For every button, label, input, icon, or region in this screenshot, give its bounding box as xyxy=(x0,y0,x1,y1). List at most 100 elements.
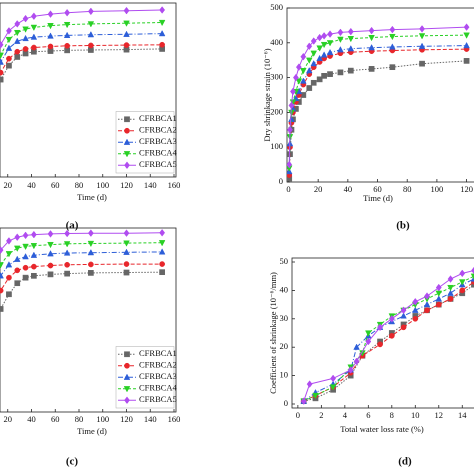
legend-label: CFRBCA3 xyxy=(139,136,177,146)
x-tick-label: 6 xyxy=(366,410,370,420)
panel-label: (d) xyxy=(398,456,412,468)
marker xyxy=(123,269,130,276)
marker xyxy=(287,167,293,175)
x-tick-label: 100 xyxy=(96,180,109,190)
marker xyxy=(389,33,396,41)
marker xyxy=(316,54,323,62)
x-tick-label: 14 xyxy=(458,410,467,420)
legend-label: CFRBCA1 xyxy=(139,113,177,123)
x-tick-label: 40 xyxy=(344,184,353,194)
marker xyxy=(30,243,38,250)
legend-label: CFRBCA2 xyxy=(139,360,177,370)
marker xyxy=(316,76,323,83)
x-tick-label: 120 xyxy=(120,414,133,424)
x-tick-label: 0 xyxy=(296,410,300,420)
marker xyxy=(435,295,443,302)
marker xyxy=(347,36,355,43)
marker xyxy=(22,253,29,260)
marker xyxy=(337,69,344,76)
series-line xyxy=(288,34,467,169)
marker xyxy=(424,307,430,314)
x-tick-label: 60 xyxy=(373,184,382,194)
marker xyxy=(353,343,360,350)
marker xyxy=(22,274,29,281)
marker xyxy=(306,85,313,91)
marker xyxy=(31,263,37,270)
marker xyxy=(47,23,54,30)
panel-label: (a) xyxy=(66,220,79,232)
marker xyxy=(5,36,13,44)
marker xyxy=(337,46,344,53)
legend-marker xyxy=(124,396,130,405)
marker xyxy=(290,87,296,96)
x-tick-label: 40 xyxy=(27,414,36,424)
marker xyxy=(6,237,12,245)
panel: 0 2 4 6 8 10 12 14 0 10 20 30 40 50 Total water loss r… xyxy=(268,256,474,468)
marker xyxy=(158,248,166,255)
marker xyxy=(123,248,130,255)
marker xyxy=(377,323,383,332)
y-axis-label: Coefficient of shrinkage (10⁻⁶/mm) xyxy=(268,272,278,394)
marker xyxy=(470,273,474,280)
marker xyxy=(0,246,4,254)
marker xyxy=(287,126,293,134)
legend-marker xyxy=(124,351,130,358)
marker xyxy=(47,241,54,249)
plot-frame xyxy=(286,7,474,183)
x-axis-label: Time (d) xyxy=(77,192,107,202)
marker xyxy=(63,241,71,248)
marker xyxy=(412,297,419,306)
x-tick-label: 12 xyxy=(435,410,444,420)
marker xyxy=(412,306,419,313)
marker xyxy=(305,57,313,64)
legend-label: CFRBCA5 xyxy=(139,394,177,404)
marker xyxy=(13,245,21,252)
marker xyxy=(463,32,470,39)
marker xyxy=(0,40,4,49)
legend-label: CFRBCA1 xyxy=(139,348,177,358)
x-tick-label: 40 xyxy=(27,180,36,190)
marker xyxy=(158,19,166,27)
marker xyxy=(6,291,12,298)
series-line xyxy=(303,270,474,402)
y-tick-label: 50 xyxy=(280,256,289,266)
marker xyxy=(419,25,425,33)
y-tick-label: 10 xyxy=(280,370,289,380)
legend-marker xyxy=(124,362,130,369)
panel: 0 20 40 60 80 100 120 0 100 200 300 400 500 Time (d) D… xyxy=(262,2,474,232)
legend-marker xyxy=(123,138,131,145)
marker xyxy=(63,249,71,256)
marker xyxy=(423,300,431,308)
x-tick-label: 20 xyxy=(314,184,323,194)
marker xyxy=(64,42,70,49)
marker xyxy=(389,64,396,71)
marker xyxy=(316,33,323,42)
marker xyxy=(310,50,317,57)
marker xyxy=(316,45,323,52)
marker xyxy=(368,44,375,51)
marker xyxy=(400,306,407,315)
marker xyxy=(22,243,29,251)
marker xyxy=(63,21,71,29)
marker xyxy=(368,34,375,42)
marker xyxy=(312,392,319,400)
marker xyxy=(0,287,4,294)
legend-label: CFRBCA4 xyxy=(139,383,178,393)
marker xyxy=(47,271,54,278)
marker xyxy=(30,12,37,21)
marker xyxy=(295,78,303,85)
marker xyxy=(347,366,354,374)
marker xyxy=(365,330,372,337)
legend-marker xyxy=(124,127,130,134)
series-line xyxy=(0,232,163,253)
marker xyxy=(327,30,333,38)
marker xyxy=(435,283,442,292)
x-tick-label: 20 xyxy=(4,180,13,190)
marker xyxy=(22,14,29,23)
marker xyxy=(459,269,466,278)
marker xyxy=(310,60,317,67)
marker xyxy=(337,28,344,37)
marker xyxy=(123,30,130,37)
marker xyxy=(87,31,95,38)
x-tick-label: 80 xyxy=(75,414,84,424)
